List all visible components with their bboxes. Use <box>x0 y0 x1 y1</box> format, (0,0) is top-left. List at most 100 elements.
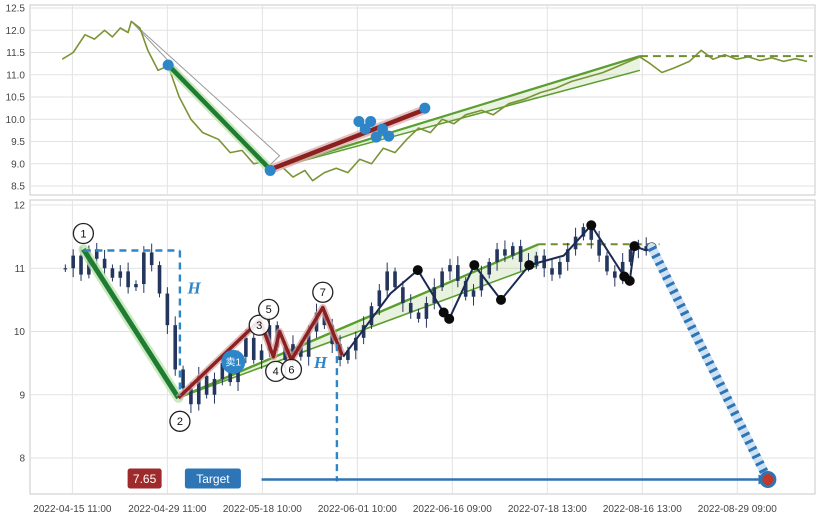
price-badge[interactable] <box>127 468 162 489</box>
signal-dot[interactable] <box>376 123 388 135</box>
candle-body <box>181 369 185 389</box>
pivot-circle-5[interactable] <box>257 298 280 321</box>
candle-body <box>361 325 366 338</box>
swing-dot[interactable] <box>629 241 640 252</box>
x-axis-label: 2022-06-01 10:00 <box>318 504 397 515</box>
signal-dot[interactable] <box>419 102 431 114</box>
candle-body <box>79 255 83 275</box>
y-tick-label: 9.0 <box>11 159 25 170</box>
pivot-circle-3[interactable] <box>248 314 270 336</box>
candle-body <box>251 337 256 360</box>
price-line <box>61 20 808 182</box>
candle-body <box>401 287 405 304</box>
signal-dot[interactable] <box>383 130 395 142</box>
candle-body <box>259 350 264 360</box>
candle-body <box>448 265 452 272</box>
x-axis-label: 2022-08-29 09:00 <box>698 504 777 515</box>
candle-body <box>479 274 484 291</box>
y-tick-label: 11.5 <box>6 48 25 59</box>
signal-dot[interactable] <box>353 115 365 127</box>
candle-body <box>589 227 594 240</box>
candle-body <box>416 312 421 319</box>
x-axis-label: 2022-08-16 13:00 <box>603 504 682 515</box>
pivot-circle-6[interactable] <box>280 358 303 381</box>
h-label-2: H <box>313 353 328 372</box>
candle-body <box>369 306 374 326</box>
swing-dot[interactable] <box>412 265 423 276</box>
plot-area <box>29 199 816 495</box>
candle-body <box>393 271 397 288</box>
signal-dot[interactable] <box>359 123 371 135</box>
candle-body <box>471 290 476 297</box>
signal-dot[interactable] <box>365 115 377 127</box>
candle-body <box>196 375 201 405</box>
candle-body <box>558 261 562 275</box>
signal-dot[interactable] <box>264 164 276 176</box>
downtrend-line[interactable] <box>166 63 272 172</box>
pivot-circle-1[interactable] <box>72 222 95 245</box>
candle-body <box>503 249 507 256</box>
sell-badge-label: 卖1 <box>226 356 242 368</box>
pivot-label-3: 3 <box>256 320 262 332</box>
candle-body <box>353 337 358 351</box>
swing-dot[interactable] <box>496 294 506 305</box>
y-tick-label: 12 <box>14 201 26 212</box>
pivot-circle-7[interactable] <box>312 281 334 303</box>
x-axis-label: 2022-04-15 11:00 <box>33 504 112 515</box>
candle-body <box>346 350 350 360</box>
candle-body <box>385 271 389 291</box>
y-tick-label: 11.0 <box>6 70 25 81</box>
target-badge-label: Target <box>196 472 230 486</box>
plot-area <box>29 4 816 196</box>
candle-body <box>94 249 99 259</box>
y-tick-label: 8 <box>19 454 25 465</box>
x-axis-label: 2022-05-18 10:00 <box>223 504 302 515</box>
y-tick-label: 12.5 <box>6 4 26 15</box>
y-tick-label: 10.0 <box>6 115 26 126</box>
candle-body <box>550 268 554 275</box>
x-axis-label: 2022-06-16 09:00 <box>413 504 492 515</box>
candle-body <box>440 271 444 288</box>
target-dot[interactable] <box>759 471 777 489</box>
candle-body <box>495 249 499 262</box>
candle-body <box>620 261 625 278</box>
candle-body <box>212 378 217 395</box>
signal-dot[interactable] <box>370 131 382 143</box>
candle-body <box>142 252 146 285</box>
candle-body <box>581 227 586 237</box>
impulse-down-line[interactable] <box>81 247 181 400</box>
target-badge[interactable] <box>184 468 241 489</box>
candle-body <box>605 255 609 272</box>
wedge-lower-trendline[interactable] <box>270 69 641 171</box>
swing-dot[interactable] <box>524 260 535 271</box>
candle-body <box>110 268 115 278</box>
candle-body <box>173 325 178 370</box>
candle-body <box>220 363 225 379</box>
signal-dot[interactable] <box>162 59 174 71</box>
candle-body <box>165 293 170 326</box>
swing-dot[interactable] <box>444 313 455 324</box>
swing-dot[interactable] <box>586 220 597 231</box>
pivot-circle-2[interactable] <box>169 410 191 432</box>
candle-body <box>613 271 617 278</box>
swing-dot[interactable] <box>469 260 480 271</box>
candle-body <box>534 255 539 266</box>
candle-body <box>204 375 209 395</box>
candle-body <box>118 271 123 278</box>
candle-body <box>157 265 162 294</box>
pivot-label-2: 2 <box>177 416 183 428</box>
y-tick-label: 10 <box>14 327 26 338</box>
candle-body <box>518 246 523 262</box>
wedge-upper-trendline[interactable] <box>269 55 641 171</box>
swing-dot[interactable] <box>624 275 635 286</box>
sell-badge[interactable] <box>221 349 246 374</box>
uptrend-line[interactable] <box>269 107 426 172</box>
candle-body <box>126 271 130 288</box>
projection-stripes[interactable] <box>647 245 772 482</box>
candle-body <box>597 239 601 256</box>
pivot-label-1: 1 <box>80 228 86 240</box>
candle-body <box>149 252 154 266</box>
h-label-1: H <box>186 279 201 298</box>
candle-body <box>189 388 193 405</box>
